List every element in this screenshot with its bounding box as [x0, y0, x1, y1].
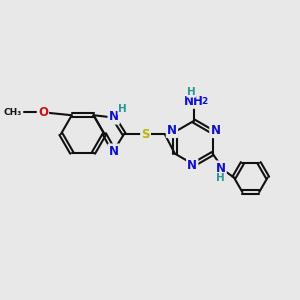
Text: NH: NH [184, 95, 204, 108]
Text: N: N [187, 159, 197, 172]
Text: N: N [167, 124, 177, 137]
Text: N: N [109, 145, 119, 158]
Text: S: S [141, 128, 150, 141]
Text: N: N [210, 124, 220, 137]
Text: 2: 2 [202, 97, 208, 106]
Text: H: H [118, 104, 127, 114]
Text: H: H [187, 87, 196, 97]
Text: CH₃: CH₃ [3, 108, 22, 117]
Text: N: N [109, 110, 119, 124]
Text: H: H [216, 173, 225, 183]
Text: O: O [38, 106, 48, 119]
Text: N: N [216, 162, 226, 175]
